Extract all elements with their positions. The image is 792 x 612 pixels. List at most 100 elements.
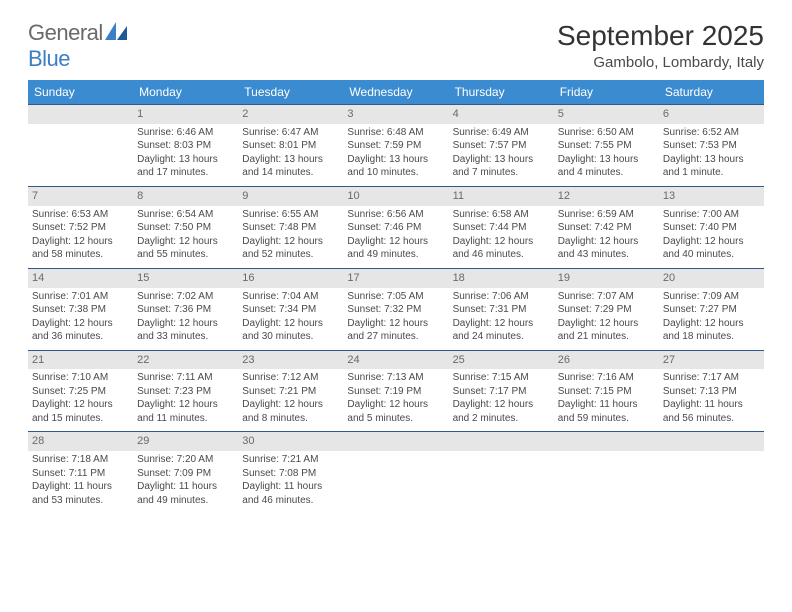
calendar-day-cell: 8Sunrise: 6:54 AMSunset: 7:50 PMDaylight… [133,186,238,268]
calendar-week-row: 28Sunrise: 7:18 AMSunset: 7:11 PMDayligh… [28,432,764,513]
day-number [554,432,659,451]
sunset-text: Sunset: 7:08 PM [242,467,339,481]
sunset-text: Sunset: 7:13 PM [663,385,760,399]
logo-word-blue: Blue [28,46,70,71]
day-number: 6 [659,105,764,124]
sunrise-text: Sunrise: 6:56 AM [347,208,444,222]
sunset-text: Sunset: 7:46 PM [347,221,444,235]
calendar-day-cell: 17Sunrise: 7:05 AMSunset: 7:32 PMDayligh… [343,268,448,350]
sunset-text: Sunset: 7:31 PM [453,303,550,317]
day-number: 15 [133,269,238,288]
daylight-text: Daylight: 12 hours and 2 minutes. [453,398,550,425]
sunrise-text: Sunrise: 6:58 AM [453,208,550,222]
daylight-text: Daylight: 12 hours and 5 minutes. [347,398,444,425]
calendar-day-cell: 27Sunrise: 7:17 AMSunset: 7:13 PMDayligh… [659,350,764,432]
sunset-text: Sunset: 7:50 PM [137,221,234,235]
location-subtitle: Gambolo, Lombardy, Italy [557,54,764,71]
day-number: 22 [133,351,238,370]
calendar-day-cell: 28Sunrise: 7:18 AMSunset: 7:11 PMDayligh… [28,432,133,513]
day-number: 29 [133,432,238,451]
sunset-text: Sunset: 7:32 PM [347,303,444,317]
sunset-text: Sunset: 7:17 PM [453,385,550,399]
day-number [28,105,133,124]
daylight-text: Daylight: 11 hours and 49 minutes. [137,480,234,507]
logo-sail-icon [105,22,127,40]
calendar-day-cell: 14Sunrise: 7:01 AMSunset: 7:38 PMDayligh… [28,268,133,350]
day-number: 17 [343,269,448,288]
daylight-text: Daylight: 12 hours and 52 minutes. [242,235,339,262]
sunset-text: Sunset: 7:40 PM [663,221,760,235]
day-number: 16 [238,269,343,288]
sunrise-text: Sunrise: 7:17 AM [663,371,760,385]
sunrise-text: Sunrise: 6:46 AM [137,126,234,140]
day-number: 30 [238,432,343,451]
day-number: 23 [238,351,343,370]
sunset-text: Sunset: 7:25 PM [32,385,129,399]
weekday-header: Tuesday [238,80,343,105]
day-number: 14 [28,269,133,288]
calendar-day-cell: 9 Sunrise: 6:55 AMSunset: 7:48 PMDaylight… [238,186,343,268]
weekday-header: Thursday [449,80,554,105]
daylight-text: Daylight: 12 hours and 11 minutes. [137,398,234,425]
sunrise-text: Sunrise: 6:47 AM [242,126,339,140]
daylight-text: Daylight: 11 hours and 56 minutes. [663,398,760,425]
daylight-text: Daylight: 12 hours and 24 minutes. [453,317,550,344]
sunrise-text: Sunrise: 6:55 AM [242,208,339,222]
calendar-page: General Blue September 2025 Gambolo, Lom… [0,0,792,533]
calendar-empty-cell [659,432,764,513]
sunset-text: Sunset: 7:34 PM [242,303,339,317]
sunset-text: Sunset: 8:01 PM [242,139,339,153]
day-number: 1 [133,105,238,124]
day-number [449,432,554,451]
calendar-day-cell: 19Sunrise: 7:07 AMSunset: 7:29 PMDayligh… [554,268,659,350]
calendar-day-cell: 10Sunrise: 6:56 AMSunset: 7:46 PMDayligh… [343,186,448,268]
daylight-text: Daylight: 12 hours and 30 minutes. [242,317,339,344]
day-number: 28 [28,432,133,451]
calendar-day-cell: 20Sunrise: 7:09 AMSunset: 7:27 PMDayligh… [659,268,764,350]
sunrise-text: Sunrise: 7:21 AM [242,453,339,467]
calendar-day-cell: 23Sunrise: 7:12 AMSunset: 7:21 PMDayligh… [238,350,343,432]
sunset-text: Sunset: 7:52 PM [32,221,129,235]
calendar-day-cell: 11Sunrise: 6:58 AMSunset: 7:44 PMDayligh… [449,186,554,268]
daylight-text: Daylight: 12 hours and 36 minutes. [32,317,129,344]
daylight-text: Daylight: 13 hours and 10 minutes. [347,153,444,180]
daylight-text: Daylight: 12 hours and 15 minutes. [32,398,129,425]
calendar-header-row: SundayMondayTuesdayWednesdayThursdayFrid… [28,80,764,105]
sunset-text: Sunset: 7:38 PM [32,303,129,317]
day-number: 7 [28,187,133,206]
calendar-day-cell: 7 Sunrise: 6:53 AMSunset: 7:52 PMDaylight… [28,186,133,268]
daylight-text: Daylight: 12 hours and 58 minutes. [32,235,129,262]
day-number: 13 [659,187,764,206]
sunrise-text: Sunrise: 7:11 AM [137,371,234,385]
day-number: 25 [449,351,554,370]
sunset-text: Sunset: 7:42 PM [558,221,655,235]
day-number: 2 [238,105,343,124]
sunset-text: Sunset: 7:11 PM [32,467,129,481]
calendar-day-cell: 3Sunrise: 6:48 AMSunset: 7:59 PMDaylight… [343,105,448,187]
sunset-text: Sunset: 7:44 PM [453,221,550,235]
logo-word-general: General [28,20,103,45]
calendar-table: SundayMondayTuesdayWednesdayThursdayFrid… [28,80,764,513]
day-number [659,432,764,451]
calendar-empty-cell [449,432,554,513]
day-number: 5 [554,105,659,124]
title-block: September 2025 Gambolo, Lombardy, Italy [557,20,764,71]
day-number: 9 [238,187,343,206]
day-number: 27 [659,351,764,370]
calendar-day-cell: 24Sunrise: 7:13 AMSunset: 7:19 PMDayligh… [343,350,448,432]
calendar-day-cell: 15Sunrise: 7:02 AMSunset: 7:36 PMDayligh… [133,268,238,350]
day-number: 12 [554,187,659,206]
sunset-text: Sunset: 8:03 PM [137,139,234,153]
calendar-body: 1 Sunrise: 6:46 AMSunset: 8:03 PM Daylight… [28,105,764,514]
logo-text: General Blue [28,20,127,72]
calendar-day-cell: 5Sunrise: 6:50 AMSunset: 7:55 PMDaylight… [554,105,659,187]
calendar-day-cell: 26Sunrise: 7:16 AMSunset: 7:15 PMDayligh… [554,350,659,432]
weekday-header: Saturday [659,80,764,105]
sunset-text: Sunset: 7:48 PM [242,221,339,235]
sunrise-text: Sunrise: 6:53 AM [32,208,129,222]
calendar-day-cell: 18Sunrise: 7:06 AMSunset: 7:31 PMDayligh… [449,268,554,350]
calendar-week-row: 7Sunrise: 6:53 AMSunset: 7:52 PMDaylight… [28,186,764,268]
daylight-text: Daylight: 12 hours and 46 minutes. [453,235,550,262]
sunset-text: Sunset: 7:21 PM [242,385,339,399]
daylight-text: Daylight: 12 hours and 55 minutes. [137,235,234,262]
